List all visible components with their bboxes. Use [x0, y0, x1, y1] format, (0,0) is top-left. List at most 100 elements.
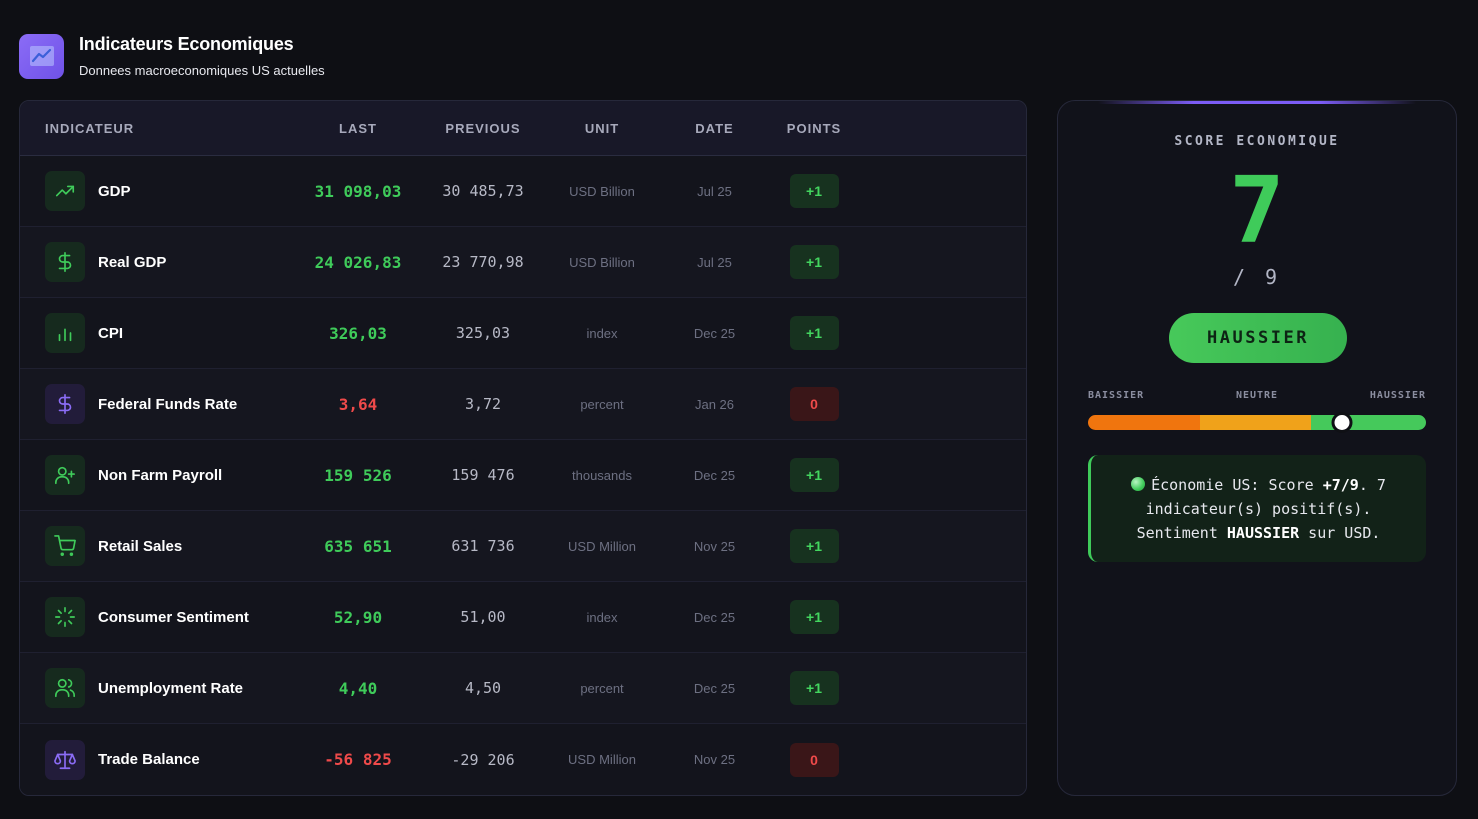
- points-badge: +1: [789, 671, 839, 705]
- points-cell: +1: [758, 174, 870, 208]
- indicators-table: INDICATEUR LAST PREVIOUS UNIT DATE POINT…: [19, 100, 1027, 796]
- column-header-previous[interactable]: PREVIOUS: [445, 120, 521, 136]
- date-value: Dec 25: [693, 609, 736, 625]
- score-label: SCORE ECONOMIQUE: [1174, 134, 1340, 149]
- previous-value: 325,03: [455, 324, 511, 342]
- date-value: Dec 25: [693, 467, 736, 483]
- points-badge: +1: [789, 458, 839, 492]
- gauge-label-neutral: NEUTRE: [1235, 390, 1279, 401]
- points-badge: +1: [789, 600, 839, 634]
- previous-value: 159 476: [451, 466, 515, 484]
- last-value: 635 651: [324, 536, 392, 556]
- table-row[interactable]: Consumer Sentiment 52,90 51,00 index Dec…: [20, 582, 1026, 653]
- verdict-badge: HAUSSIER: [1169, 313, 1347, 363]
- summary-part2: . 7 indicateur(s) positif(s). Sentiment: [1136, 476, 1386, 542]
- indicator-cell: Retail Sales: [20, 526, 283, 566]
- shopping-cart-icon: [45, 526, 85, 566]
- column-header-points[interactable]: POINTS: [786, 120, 842, 136]
- points-badge: +1: [789, 245, 839, 279]
- gauge-segment-bullish: [1311, 415, 1426, 430]
- gauge-knob: [1331, 412, 1352, 433]
- previous-value: 23 770,98: [442, 253, 524, 271]
- points-cell: +1: [758, 529, 870, 563]
- indicator-name: Federal Funds Rate: [98, 395, 238, 413]
- user-plus-icon: [45, 455, 85, 495]
- indicator-cell: Unemployment Rate: [20, 668, 283, 708]
- points-badge: +1: [789, 316, 839, 350]
- column-header-last[interactable]: LAST: [339, 120, 377, 136]
- points-badge: 0: [789, 387, 839, 421]
- dollar-sign-icon: [45, 384, 85, 424]
- table-row[interactable]: GDP 31 098,03 30 485,73 USD Billion Jul …: [20, 156, 1026, 227]
- indicator-cell: Federal Funds Rate: [20, 384, 283, 424]
- points-cell: 0: [758, 387, 870, 421]
- unit-value: index: [586, 325, 618, 341]
- chart-line-icon: [19, 33, 64, 79]
- column-header-unit[interactable]: UNIT: [584, 120, 620, 136]
- unit-value: percent: [580, 680, 624, 696]
- users-icon: [45, 668, 85, 708]
- table-row[interactable]: Trade Balance -56 825 -29 206 USD Millio…: [20, 724, 1026, 795]
- table-row[interactable]: Unemployment Rate 4,40 4,50 percent Dec …: [20, 653, 1026, 724]
- date-value: Nov 25: [693, 752, 736, 767]
- last-value: 52,90: [333, 607, 383, 627]
- indicator-name: Trade Balance: [98, 751, 200, 768]
- gauge-labels: BAISSIER NEUTRE HAUSSIER: [1088, 390, 1426, 401]
- points-cell: +1: [758, 245, 870, 279]
- date-value: Jul 25: [697, 183, 732, 199]
- last-value: 31 098,03: [314, 181, 402, 201]
- bar-chart-icon: [45, 313, 85, 353]
- indicator-name: Unemployment Rate: [98, 679, 244, 697]
- indicator-cell: Non Farm Payroll: [20, 455, 283, 495]
- indicator-cell: Consumer Sentiment: [20, 597, 283, 637]
- unit-value: thousands: [572, 467, 632, 483]
- column-header-date[interactable]: DATE: [695, 120, 734, 136]
- previous-value: -29 206: [451, 750, 515, 769]
- column-header-indicator[interactable]: INDICATEUR: [45, 120, 135, 136]
- indicator-cell: GDP: [20, 171, 283, 211]
- previous-value: 51,00: [460, 608, 506, 626]
- table-header: INDICATEUR LAST PREVIOUS UNIT DATE POINT…: [20, 101, 1026, 156]
- last-value: -56 825: [324, 750, 392, 769]
- table-row[interactable]: Federal Funds Rate 3,64 3,72 percent Jan…: [20, 369, 1026, 440]
- summary-sentiment: HAUSSIER: [1226, 524, 1300, 542]
- unit-value: USD Billion: [569, 183, 635, 199]
- score-value: 7: [1229, 157, 1285, 264]
- summary-score: +7/9: [1322, 476, 1359, 494]
- points-cell: +1: [758, 458, 870, 492]
- points-badge: 0: [789, 742, 839, 777]
- score-panel: SCORE ECONOMIQUE 7 / 9 HAUSSIER BAISSIER…: [1057, 100, 1457, 796]
- accent-line: [1098, 101, 1416, 104]
- points-badge: +1: [789, 529, 839, 563]
- points-cell: 0: [758, 742, 870, 777]
- last-value: 326,03: [329, 323, 387, 343]
- indicator-cell: CPI: [20, 313, 283, 353]
- scale-icon: [45, 739, 85, 780]
- table-row[interactable]: CPI 326,03 325,03 index Dec 25 +1: [20, 298, 1026, 369]
- sentiment-gauge: [1088, 412, 1426, 433]
- previous-value: 631 736: [451, 537, 515, 555]
- indicator-cell: Real GDP: [20, 242, 283, 282]
- indicator-name: Retail Sales: [98, 537, 183, 555]
- indicator-name: GDP: [98, 182, 131, 200]
- loader-icon: [45, 597, 85, 637]
- points-cell: +1: [758, 600, 870, 634]
- summary-part1: Économie US: Score: [1151, 476, 1323, 494]
- gauge-label-bullish: HAUSSIER: [1369, 390, 1426, 401]
- table-row[interactable]: Retail Sales 635 651 631 736 USD Million…: [20, 511, 1026, 582]
- indicator-name: Consumer Sentiment: [98, 608, 249, 626]
- last-value: 3,64: [338, 394, 378, 414]
- summary-box: Économie US: Score +7/9. 7 indicateur(s)…: [1088, 455, 1426, 562]
- gauge-segment-neutral: [1200, 415, 1311, 430]
- table-row[interactable]: Non Farm Payroll 159 526 159 476 thousan…: [20, 440, 1026, 511]
- previous-value: 30 485,73: [442, 182, 524, 200]
- score-max: / 9: [1232, 265, 1282, 289]
- points-cell: +1: [758, 316, 870, 350]
- last-value: 24 026,83: [314, 252, 402, 272]
- date-value: Dec 25: [693, 325, 736, 341]
- date-value: Jul 25: [697, 254, 732, 270]
- status-dot-icon: [1131, 477, 1146, 491]
- table-row[interactable]: Real GDP 24 026,83 23 770,98 USD Billion…: [20, 227, 1026, 298]
- date-value: Dec 25: [693, 680, 736, 696]
- date-value: Jan 26: [694, 396, 735, 412]
